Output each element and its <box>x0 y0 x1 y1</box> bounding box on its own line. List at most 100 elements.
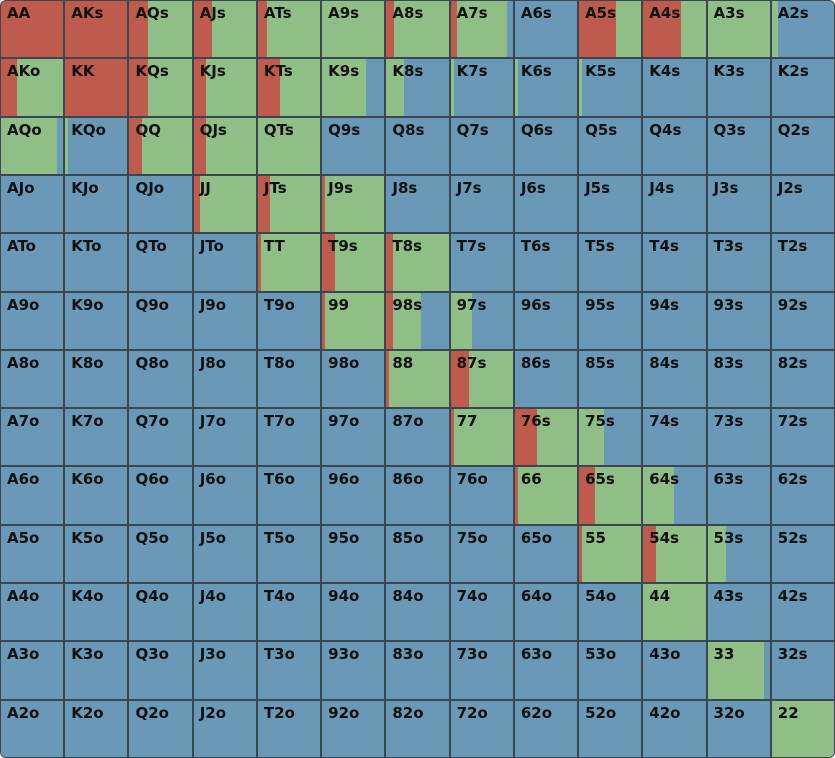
hand-cell-64o[interactable]: 64o <box>514 584 578 641</box>
hand-cell-A4s[interactable]: A4s <box>643 1 706 58</box>
hand-cell-82o[interactable]: 82o <box>386 700 449 757</box>
hand-cell-A3s[interactable]: A3s <box>707 1 770 58</box>
hand-cell-K4o[interactable]: K4o <box>65 584 128 641</box>
hand-cell-KJo[interactable]: KJo <box>65 175 128 233</box>
hand-cell-Q2s[interactable]: Q2s <box>771 117 834 174</box>
hand-cell-86s[interactable]: 86s <box>514 350 578 408</box>
hand-cell-T9s[interactable]: T9s <box>322 234 385 291</box>
hand-cell-32o[interactable]: 32o <box>707 700 770 757</box>
hand-cell-T7s[interactable]: T7s <box>450 234 513 291</box>
hand-cell-96s[interactable]: 96s <box>514 292 578 349</box>
hand-cell-K2s[interactable]: K2s <box>771 59 834 116</box>
hand-cell-84s[interactable]: 84s <box>643 350 706 408</box>
hand-cell-J4s[interactable]: J4s <box>643 175 706 233</box>
hand-cell-JTo[interactable]: JTo <box>193 234 256 291</box>
hand-cell-K2o[interactable]: K2o <box>65 700 128 757</box>
hand-cell-J2o[interactable]: J2o <box>193 700 256 757</box>
hand-cell-42o[interactable]: 42o <box>643 700 706 757</box>
hand-cell-Q5s[interactable]: Q5s <box>579 117 642 174</box>
hand-cell-JTs[interactable]: JTs <box>257 175 321 233</box>
hand-cell-A9o[interactable]: A9o <box>1 292 64 349</box>
hand-cell-T2o[interactable]: T2o <box>257 700 321 757</box>
hand-cell-Q8s[interactable]: Q8s <box>386 117 449 174</box>
hand-cell-A2s[interactable]: A2s <box>771 1 834 58</box>
hand-cell-98o[interactable]: 98o <box>322 350 385 408</box>
hand-cell-65o[interactable]: 65o <box>514 525 578 583</box>
hand-cell-93s[interactable]: 93s <box>707 292 770 349</box>
hand-cell-97o[interactable]: 97o <box>322 409 385 466</box>
hand-cell-T3s[interactable]: T3s <box>707 234 770 291</box>
hand-cell-J7o[interactable]: J7o <box>193 409 256 466</box>
hand-cell-53o[interactable]: 53o <box>579 642 642 699</box>
hand-cell-A8o[interactable]: A8o <box>1 350 64 408</box>
hand-cell-T5s[interactable]: T5s <box>579 234 642 291</box>
hand-cell-Q2o[interactable]: Q2o <box>129 700 192 757</box>
hand-cell-T5o[interactable]: T5o <box>257 525 321 583</box>
hand-cell-K9s[interactable]: K9s <box>322 59 385 116</box>
hand-cell-Q7o[interactable]: Q7o <box>129 409 192 466</box>
hand-cell-52s[interactable]: 52s <box>771 525 834 583</box>
hand-cell-97s[interactable]: 97s <box>450 292 513 349</box>
hand-cell-72s[interactable]: 72s <box>771 409 834 466</box>
hand-cell-KTo[interactable]: KTo <box>65 234 128 291</box>
hand-cell-T9o[interactable]: T9o <box>257 292 321 349</box>
hand-cell-T8s[interactable]: T8s <box>386 234 449 291</box>
hand-cell-K7o[interactable]: K7o <box>65 409 128 466</box>
hand-cell-AJo[interactable]: AJo <box>1 175 64 233</box>
hand-cell-A2o[interactable]: A2o <box>1 700 64 757</box>
hand-cell-44[interactable]: 44 <box>643 584 706 641</box>
hand-cell-KK[interactable]: KK <box>65 59 128 116</box>
hand-cell-A6s[interactable]: A6s <box>514 1 578 58</box>
hand-cell-A4o[interactable]: A4o <box>1 584 64 641</box>
hand-cell-73s[interactable]: 73s <box>707 409 770 466</box>
hand-cell-J4o[interactable]: J4o <box>193 584 256 641</box>
hand-cell-K3o[interactable]: K3o <box>65 642 128 699</box>
hand-cell-KQs[interactable]: KQs <box>129 59 192 116</box>
hand-cell-J6o[interactable]: J6o <box>193 467 256 524</box>
hand-cell-Q9o[interactable]: Q9o <box>129 292 192 349</box>
hand-cell-94s[interactable]: 94s <box>643 292 706 349</box>
hand-cell-J8o[interactable]: J8o <box>193 350 256 408</box>
hand-cell-J9o[interactable]: J9o <box>193 292 256 349</box>
hand-cell-84o[interactable]: 84o <box>386 584 449 641</box>
hand-cell-72o[interactable]: 72o <box>450 700 513 757</box>
hand-cell-76s[interactable]: 76s <box>514 409 578 466</box>
hand-cell-52o[interactable]: 52o <box>579 700 642 757</box>
hand-cell-Q9s[interactable]: Q9s <box>322 117 385 174</box>
hand-cell-T3o[interactable]: T3o <box>257 642 321 699</box>
hand-cell-AKo[interactable]: AKo <box>1 59 64 116</box>
hand-cell-94o[interactable]: 94o <box>322 584 385 641</box>
hand-cell-QTo[interactable]: QTo <box>129 234 192 291</box>
hand-cell-AQo[interactable]: AQo <box>1 117 64 174</box>
hand-cell-83s[interactable]: 83s <box>707 350 770 408</box>
hand-cell-A5o[interactable]: A5o <box>1 525 64 583</box>
hand-cell-K5s[interactable]: K5s <box>579 59 642 116</box>
hand-cell-K5o[interactable]: K5o <box>65 525 128 583</box>
hand-cell-22[interactable]: 22 <box>771 700 834 757</box>
hand-cell-96o[interactable]: 96o <box>322 467 385 524</box>
hand-cell-53s[interactable]: 53s <box>707 525 770 583</box>
hand-cell-87o[interactable]: 87o <box>386 409 449 466</box>
hand-cell-85s[interactable]: 85s <box>579 350 642 408</box>
hand-cell-Q5o[interactable]: Q5o <box>129 525 192 583</box>
hand-cell-Q3s[interactable]: Q3s <box>707 117 770 174</box>
hand-cell-99[interactable]: 99 <box>322 292 385 349</box>
hand-cell-K3s[interactable]: K3s <box>707 59 770 116</box>
hand-cell-T6o[interactable]: T6o <box>257 467 321 524</box>
hand-cell-Q6o[interactable]: Q6o <box>129 467 192 524</box>
hand-cell-TT[interactable]: TT <box>257 234 321 291</box>
hand-cell-74o[interactable]: 74o <box>450 584 513 641</box>
hand-cell-JJ[interactable]: JJ <box>193 175 256 233</box>
hand-cell-73o[interactable]: 73o <box>450 642 513 699</box>
hand-cell-83o[interactable]: 83o <box>386 642 449 699</box>
hand-cell-54s[interactable]: 54s <box>643 525 706 583</box>
hand-cell-Q6s[interactable]: Q6s <box>514 117 578 174</box>
hand-cell-AJs[interactable]: AJs <box>193 1 256 58</box>
hand-cell-A8s[interactable]: A8s <box>386 1 449 58</box>
hand-cell-QTs[interactable]: QTs <box>257 117 321 174</box>
hand-cell-Q3o[interactable]: Q3o <box>129 642 192 699</box>
hand-cell-AA[interactable]: AA <box>1 1 64 58</box>
hand-cell-43o[interactable]: 43o <box>643 642 706 699</box>
hand-cell-86o[interactable]: 86o <box>386 467 449 524</box>
hand-cell-K4s[interactable]: K4s <box>643 59 706 116</box>
